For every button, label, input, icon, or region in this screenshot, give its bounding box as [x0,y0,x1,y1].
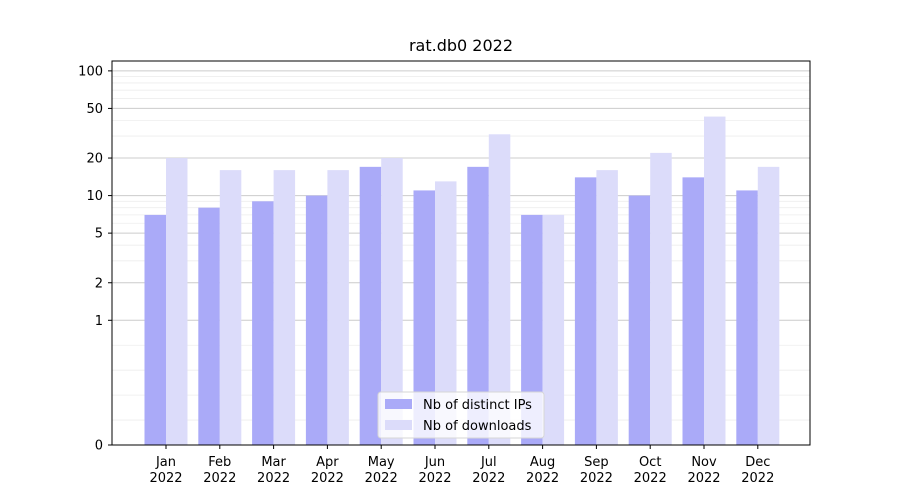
x-tick-label-line: 2022 [634,471,667,486]
legend-swatch [385,420,412,430]
legend-swatch [385,399,412,409]
x-tick-label: Jul 2022 [472,455,505,486]
bar-downloads [650,152,672,445]
x-tick-label-line: Feb [208,455,231,470]
y-tick-label: 50 [86,102,103,117]
x-tick-label-line: 2022 [580,471,613,486]
plot-frame [111,60,811,446]
x-tick-label-line: Nov [691,455,717,470]
legend-box [377,391,545,439]
x-tick-label: Feb 2022 [203,455,236,486]
x-tick-label-line: 2022 [741,471,774,486]
y-tick-label: 1 [95,314,103,329]
x-tick-label: Apr 2022 [311,455,344,486]
bar-distinct-ips [682,177,704,445]
y-tick-label: 20 [86,152,103,167]
x-tick-label: Dec 2022 [741,455,774,486]
bar-downloads [542,214,565,445]
x-tick-label: Jun 2022 [418,455,451,486]
bar-downloads [166,158,188,445]
x-tick-label-line: 2022 [418,471,451,486]
bar-distinct-ips [736,190,758,445]
bars [144,116,780,445]
bar-downloads [704,116,726,445]
x-tick-label: Jan 2022 [149,455,182,486]
x-tick-label-line: 2022 [526,471,559,486]
x-tick-label-line: Dec [745,455,770,470]
bar-distinct-ips [198,207,220,445]
x-tick-label-line: May [368,455,395,470]
bar-downloads [381,158,403,445]
x-tick-label-line: Apr [316,455,339,470]
x-tick-label-line: Jan [155,455,176,470]
x-tick-label-line: 2022 [149,471,182,486]
y-tick-label: 100 [78,64,103,79]
x-tick-label-line: Sep [584,455,609,470]
x-tick-label: Mar 2022 [257,455,290,486]
bar-downloads [488,134,511,445]
x-tick-label: May 2022 [365,455,398,486]
x-tick-label: Aug 2022 [526,455,559,486]
bar-distinct-ips [359,166,382,445]
bar-distinct-ips [467,166,489,445]
bar-downloads [596,170,618,445]
bar-downloads [273,170,296,445]
x-tick-label: Oct 2022 [634,455,667,486]
chart-title: rat.db0 2022 [409,36,513,55]
y-tick-label: 5 [95,227,103,242]
bar-downloads [219,170,242,445]
x-tick-label-line: 2022 [203,471,236,486]
bar-distinct-ips [144,214,166,445]
y-axis: 0 1 2 5 10 20 50 100 [78,64,112,454]
x-tick-label: Sep 2022 [580,455,613,486]
y-tick-label: 2 [95,276,103,291]
bar-downloads [435,181,457,445]
x-tick-label-line: 2022 [257,471,290,486]
x-tick-label-line: Oct [639,455,661,470]
bar-distinct-ips [628,195,651,445]
bar-downloads [327,170,349,445]
x-tick-label-line: Aug [530,455,555,470]
x-tick-label-line: Jul [480,455,497,470]
x-tick-label-line: 2022 [311,471,344,486]
bar-distinct-ips [413,190,435,445]
bar-distinct-ips [305,195,328,445]
legend-label: Nb of distinct IPs [423,398,532,413]
x-tick-label-line: 2022 [472,471,505,486]
x-tick-label: Nov 2022 [687,455,720,486]
x-tick-label-line: 2022 [687,471,720,486]
x-tick-label-line: 2022 [365,471,398,486]
bar-downloads [757,166,780,445]
x-tick-label-line: Jun [424,455,445,470]
bar-distinct-ips [521,214,543,445]
legend: Nb of distinct IPs Nb of downloads [377,391,545,439]
x-tick-label-line: Mar [261,455,286,470]
y-tick-label: 0 [95,439,103,454]
bar-distinct-ips [252,201,274,445]
bar-distinct-ips [574,177,597,445]
legend-label: Nb of downloads [423,419,532,434]
y-tick-label: 10 [86,189,103,204]
